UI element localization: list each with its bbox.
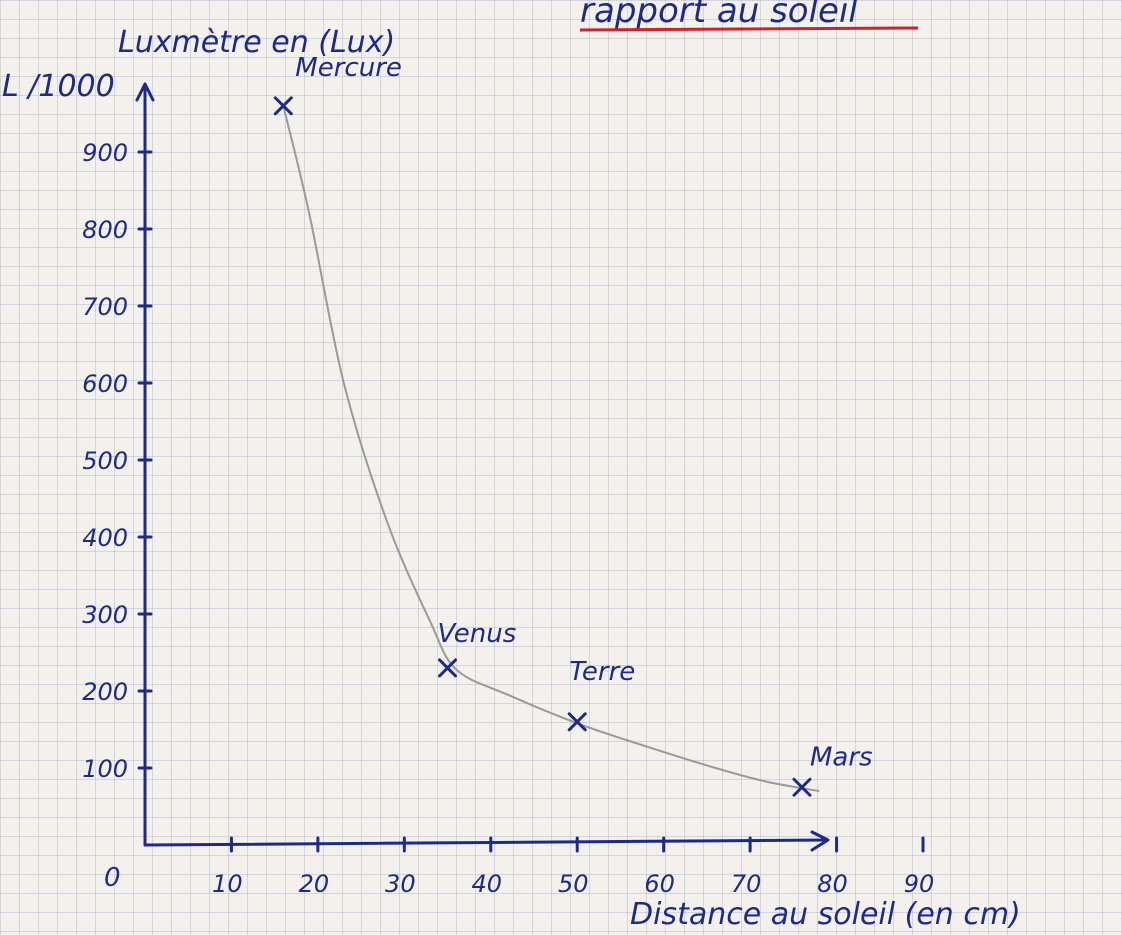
x-tick-label: 50 bbox=[558, 870, 589, 898]
point-label: Mercure bbox=[295, 53, 402, 83]
header-note: rapport au soleil bbox=[580, 0, 858, 31]
point-marker bbox=[567, 712, 587, 732]
x-tick-label: 60 bbox=[644, 870, 675, 898]
y-tick-label: 500 bbox=[82, 447, 128, 475]
point-marker bbox=[273, 96, 293, 116]
y-prefix: L /1000 bbox=[2, 69, 115, 104]
y-tick-label: 400 bbox=[82, 524, 128, 552]
point-marker bbox=[792, 777, 812, 797]
y-ticks: 100 200 300 400 500 600 700 800 900 bbox=[82, 139, 153, 783]
point-label: Venus bbox=[438, 619, 517, 649]
x-axis bbox=[143, 838, 828, 847]
point-marker bbox=[438, 658, 458, 678]
y-axis-arrow bbox=[135, 82, 155, 102]
x-tick-label: 70 bbox=[731, 870, 762, 898]
x-ticks: 10 20 30 40 50 60 70 80 90 bbox=[212, 836, 935, 898]
y-axis-label: Luxmètre en (Lux) bbox=[118, 25, 395, 60]
y-tick-label: 300 bbox=[82, 601, 128, 629]
x-tick-label: 90 bbox=[904, 870, 935, 898]
x-tick-label: 80 bbox=[817, 870, 848, 898]
y-tick-label: 200 bbox=[82, 678, 128, 706]
x-axis-arrow bbox=[810, 830, 830, 852]
y-tick-label: 900 bbox=[82, 139, 128, 167]
y-tick-label: 700 bbox=[82, 293, 128, 321]
x-tick-label: 40 bbox=[472, 870, 503, 898]
y-tick-label: 600 bbox=[82, 370, 128, 398]
x-tick-label: 20 bbox=[299, 870, 330, 898]
origin-label: 0 bbox=[104, 863, 121, 893]
point-label: Terre bbox=[569, 657, 635, 687]
x-axis-label: Distance au soleil (en cm) bbox=[630, 897, 1021, 932]
header-underline bbox=[579, 26, 919, 32]
data-points: Mercure Venus Terre Mars bbox=[273, 53, 873, 797]
y-tick-label: 100 bbox=[82, 755, 128, 783]
y-tick-label: 800 bbox=[82, 216, 128, 244]
x-tick-label: 30 bbox=[385, 870, 416, 898]
x-tick-label: 10 bbox=[212, 870, 243, 898]
trend-curve bbox=[282, 105, 820, 793]
point-label: Mars bbox=[810, 742, 873, 772]
